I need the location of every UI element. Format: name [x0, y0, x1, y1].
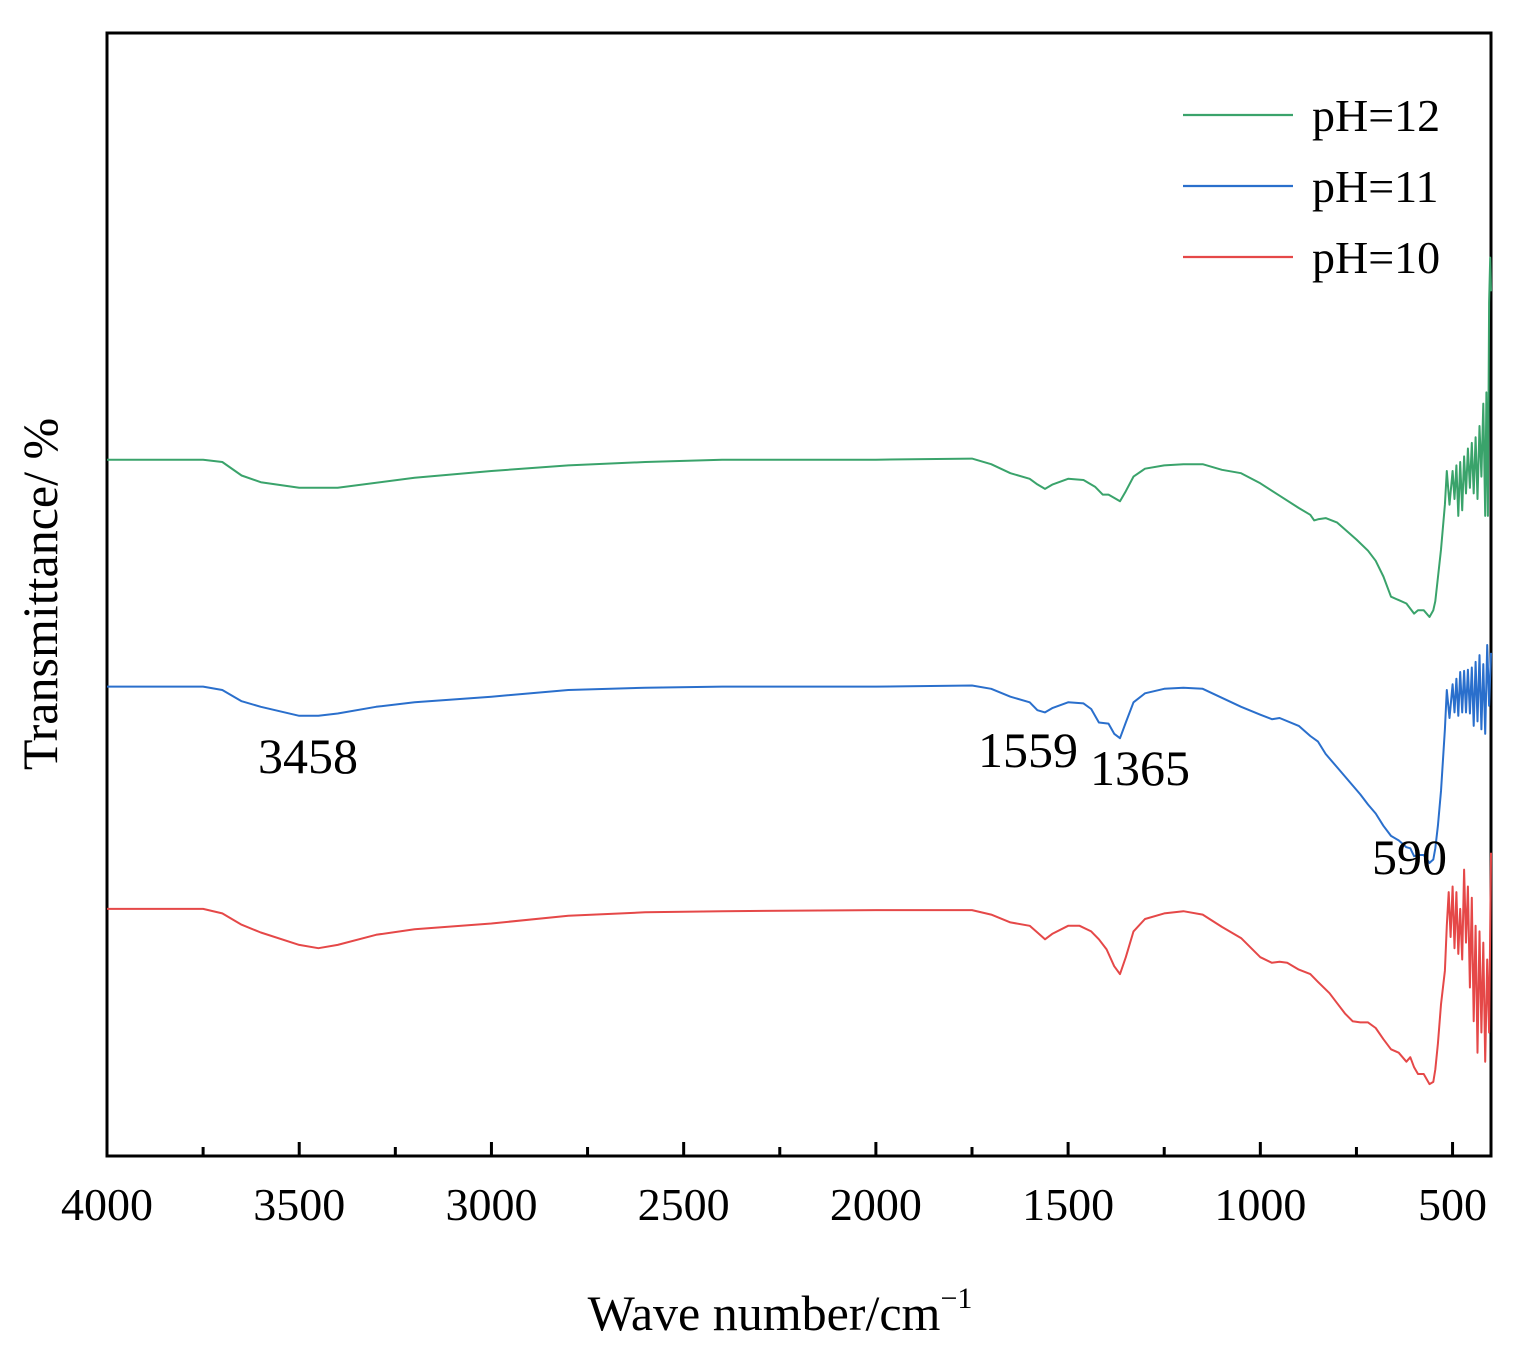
x-tick-label-3000: 3000: [445, 1179, 537, 1230]
x-axis-ticks: [105, 1142, 1455, 1156]
annotation-3458: 3458: [258, 728, 358, 784]
x-tick-label-2500: 2500: [638, 1179, 730, 1230]
plot-area: [105, 31, 1493, 1158]
x-tick-label-1500: 1500: [1022, 1179, 1114, 1230]
series-line-ph12: [107, 256, 1492, 618]
plot-frame: [105, 31, 1493, 1158]
y-axis-label: Transmittance/ %: [12, 418, 68, 770]
annotation-1559: 1559: [978, 722, 1078, 778]
legend: pH=12 pH=11 pH=10: [1183, 90, 1440, 283]
x-axis-label: Wave number/cm−1: [588, 1282, 973, 1341]
series-line-ph10: [107, 852, 1492, 1086]
peak-annotations: 3458 1559 1365 590: [258, 722, 1447, 885]
x-tick-label-2000: 2000: [830, 1179, 922, 1230]
x-tick-label-500: 500: [1418, 1179, 1487, 1230]
series-layer: [107, 256, 1492, 1086]
legend-label-ph10: pH=10: [1312, 232, 1440, 283]
legend-label-ph11: pH=11: [1312, 161, 1438, 212]
annotation-1365: 1365: [1090, 740, 1190, 796]
annotation-590: 590: [1372, 829, 1447, 885]
series-line-ph11: [107, 644, 1492, 864]
legend-label-ph12: pH=12: [1312, 90, 1440, 141]
x-axis-label-main: Wave number/cm: [588, 1285, 941, 1341]
x-tick-label-4000: 4000: [61, 1179, 153, 1230]
x-tick-label-3500: 3500: [253, 1179, 345, 1230]
x-tick-label-1000: 1000: [1214, 1179, 1306, 1230]
x-axis-label-superscript: −1: [940, 1282, 972, 1315]
